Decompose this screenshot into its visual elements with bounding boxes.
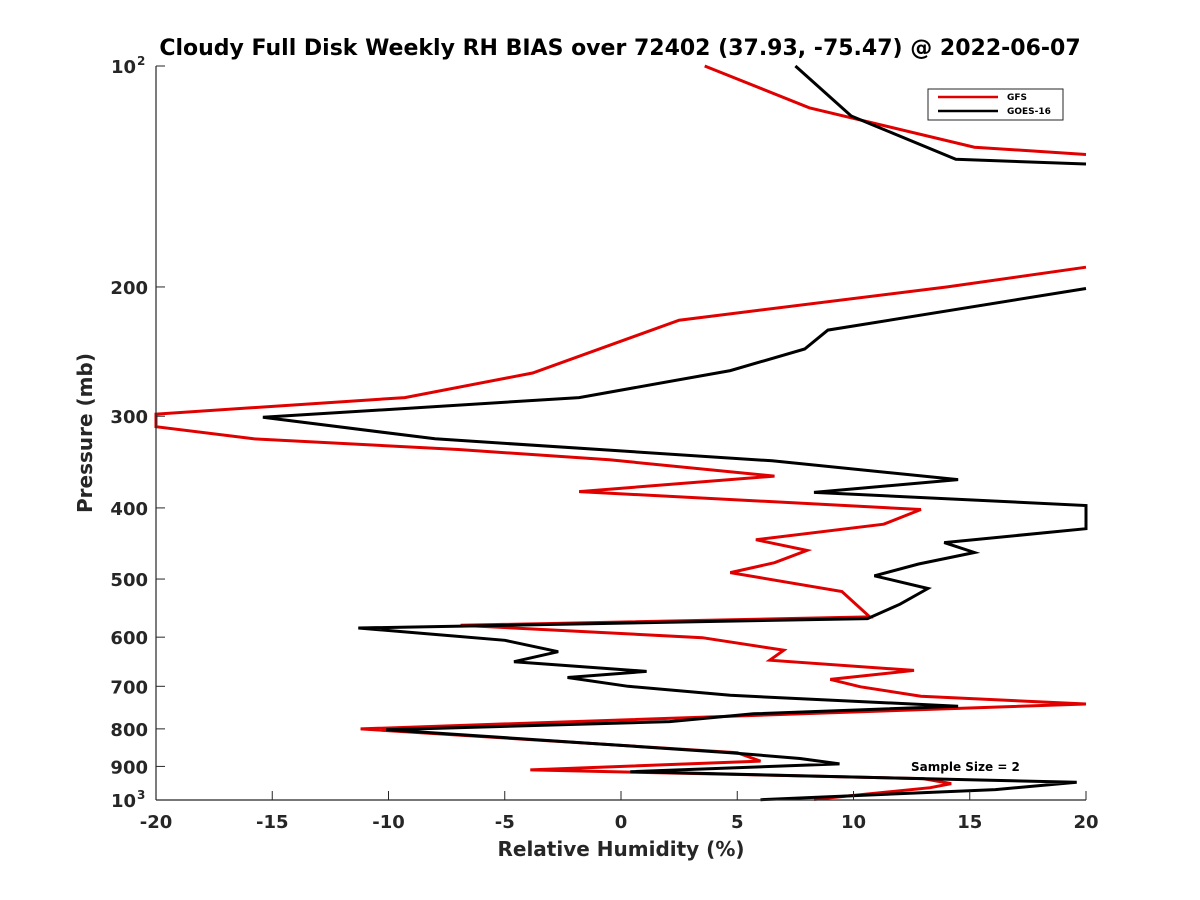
- chart-title: Cloudy Full Disk Weekly RH BIAS over 724…: [159, 36, 1080, 61]
- x-tick-label: -10: [372, 812, 405, 833]
- x-tick-label: 0: [615, 812, 628, 833]
- y-tick-label: 10: [111, 57, 136, 78]
- series-line-goes16: [262, 64, 1088, 802]
- sample-size-annotation: Sample Size = 2: [911, 760, 1020, 774]
- x-tick-label: 5: [731, 812, 744, 833]
- y-tick-label: 600: [110, 628, 148, 649]
- x-tick-label: 10: [841, 812, 866, 833]
- y-tick-label: 500: [110, 570, 148, 591]
- y-tick-exponent: 3: [137, 788, 145, 802]
- y-tick-exponent: 2: [137, 54, 145, 68]
- y-tick-label: 10: [111, 791, 136, 812]
- legend-label-goes16: GOES-16: [1007, 107, 1051, 117]
- y-tick-label: 400: [110, 499, 148, 520]
- legend: GFS GOES-16: [927, 88, 1064, 121]
- y-tick-label: 300: [110, 407, 148, 428]
- plot-background: [156, 66, 1086, 800]
- x-tick-label: -15: [256, 812, 289, 833]
- legend-box: [927, 88, 1064, 121]
- plot-area: [154, 64, 1088, 802]
- x-tick-label: -20: [140, 812, 173, 833]
- x-axis-label: Relative Humidity (%): [497, 837, 744, 861]
- axes: -20 -15 -10 -5 0 5 10 15 20 10 220030040050060070…: [110, 54, 1098, 833]
- y-tick-label: 700: [110, 677, 148, 698]
- y-tick-label: 800: [110, 720, 148, 741]
- x-tick-label: 20: [1073, 812, 1098, 833]
- x-tick-label: 15: [957, 812, 982, 833]
- x-tick-label: -5: [495, 812, 515, 833]
- y-tick-label: 200: [110, 278, 148, 299]
- y-axis-label: Pressure (mb): [73, 353, 97, 513]
- y-tick-label: 900: [110, 757, 148, 778]
- x-ticks: -20 -15 -10 -5 0 5 10 15 20: [140, 791, 1099, 833]
- legend-label-gfs: GFS: [1007, 93, 1027, 103]
